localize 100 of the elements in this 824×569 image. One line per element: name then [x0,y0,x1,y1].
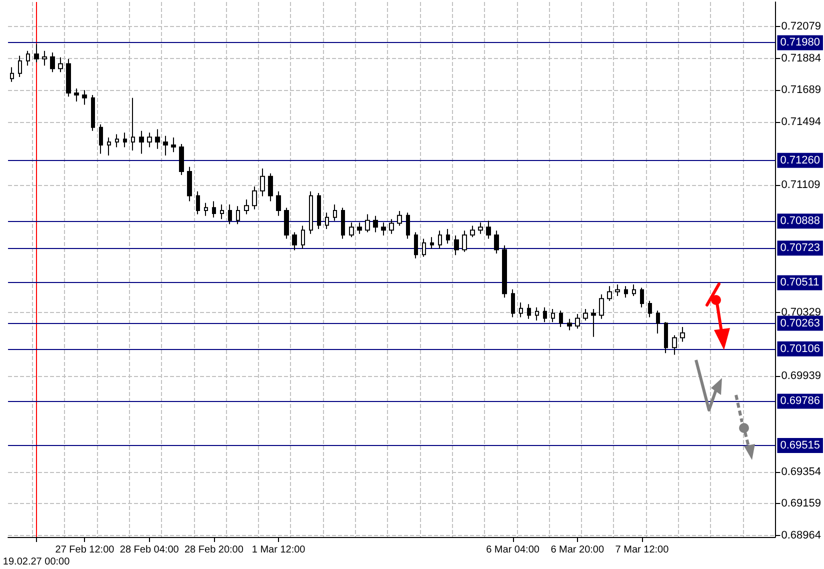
candlestick [50,52,55,73]
candlestick [672,334,677,356]
ref-line-label: 0.69786 [780,395,820,408]
candlestick [284,207,289,240]
candlestick [575,313,580,330]
candlestick [511,288,515,318]
ref-line-label: 0.71980 [780,36,820,49]
candlestick [341,207,345,240]
candlestick [462,230,467,252]
candlestick [66,58,71,98]
ref-line-label: 0.69515 [780,439,820,452]
candlestick [583,308,588,321]
candlestick [551,308,555,323]
candlestick [131,97,135,152]
candlestick [430,236,434,250]
y-tick-label: 0.69939 [781,370,822,382]
candlestick [82,90,87,106]
x-tick-label: 7 Mar 12:00 [615,544,670,556]
y-tick-label: 0.72079 [781,20,822,33]
candlestick [559,310,563,328]
candlestick [494,230,499,254]
y-tick-label: 0.71689 [781,84,822,96]
candlestick [478,222,483,234]
candlestick [664,322,668,354]
candlestick [397,210,402,226]
candlestick [18,55,22,78]
candlestick [91,94,95,132]
ref-line-label: 0.70263 [780,317,820,330]
candlestick [99,124,103,154]
candlestick [632,284,636,296]
candlestick [680,326,685,342]
x-tick-label: 27 Feb 12:00 [55,544,115,556]
ref-line-label: 0.70106 [780,342,820,355]
y-tick-label: 0.71109 [781,179,820,192]
candlestick [42,50,47,66]
candlestick [406,212,410,240]
ref-line-label: 0.70888 [780,215,820,228]
candlestick [74,88,79,102]
x-tick-label: 6 Mar 04:00 [486,544,540,556]
candlestick [615,284,620,296]
ref-line-label: 0.71260 [780,154,820,166]
candlestick [34,44,39,63]
candlestick [325,212,329,230]
candlestick [179,144,184,176]
x-tick-label: 19.02.27 00:00 [2,556,70,568]
candlestick [454,235,459,256]
candlestick [535,306,539,321]
ref-line-label: 0.70511 [780,276,820,289]
candlestick [155,128,160,150]
x-tick-label: 1 Mar 12:00 [252,544,306,556]
candlestick [624,286,628,298]
candlestick [171,136,176,153]
candlestick [567,318,572,331]
candlestick [349,222,354,238]
candlestick [389,218,394,234]
candlestick [252,186,257,210]
candlestick [486,220,491,240]
y-tick-label: 0.70329 [781,306,822,318]
x-tick-label: 6 Mar 20:00 [550,544,604,556]
ref-line-label: 0.70723 [780,242,820,254]
candlestick [107,136,111,156]
y-tick-label: 0.69354 [781,466,822,478]
candlestick [656,310,660,334]
candlestick [163,135,168,156]
candlestick [212,200,216,218]
candlestick [276,190,281,216]
candlestick [309,190,313,234]
candlestick [365,214,370,233]
candlestick [115,134,119,148]
x-tick-label: 28 Feb 04:00 [120,544,180,556]
candlestick [607,286,612,302]
candlestick [470,225,475,238]
candlestick [26,50,30,66]
candlestick [373,215,378,233]
y-tick-label: 0.71884 [781,52,822,64]
candlestick [640,287,644,308]
candlestick [147,132,152,148]
candlestick [268,172,273,202]
candlestick [422,238,426,258]
candlestick [187,166,192,202]
candlestick [58,56,63,73]
candlestick [519,302,523,318]
candlestick [260,168,265,197]
candlestick [591,308,596,338]
candlestick [196,190,200,215]
x-tick-label: 28 Feb 20:00 [184,544,244,556]
candlestick [438,230,442,250]
candlestick [543,306,547,323]
candlestick [527,304,531,320]
candlestick [236,206,240,225]
candlestick [599,294,604,320]
candlestick [228,204,232,225]
candlestick [301,225,305,250]
candlestick [648,300,652,318]
candlestick [10,66,14,82]
candlestick [123,132,127,148]
candlestick [381,222,386,236]
y-tick-label: 0.69159 [781,498,822,510]
candlestick [333,204,337,222]
candlestick [446,228,450,244]
